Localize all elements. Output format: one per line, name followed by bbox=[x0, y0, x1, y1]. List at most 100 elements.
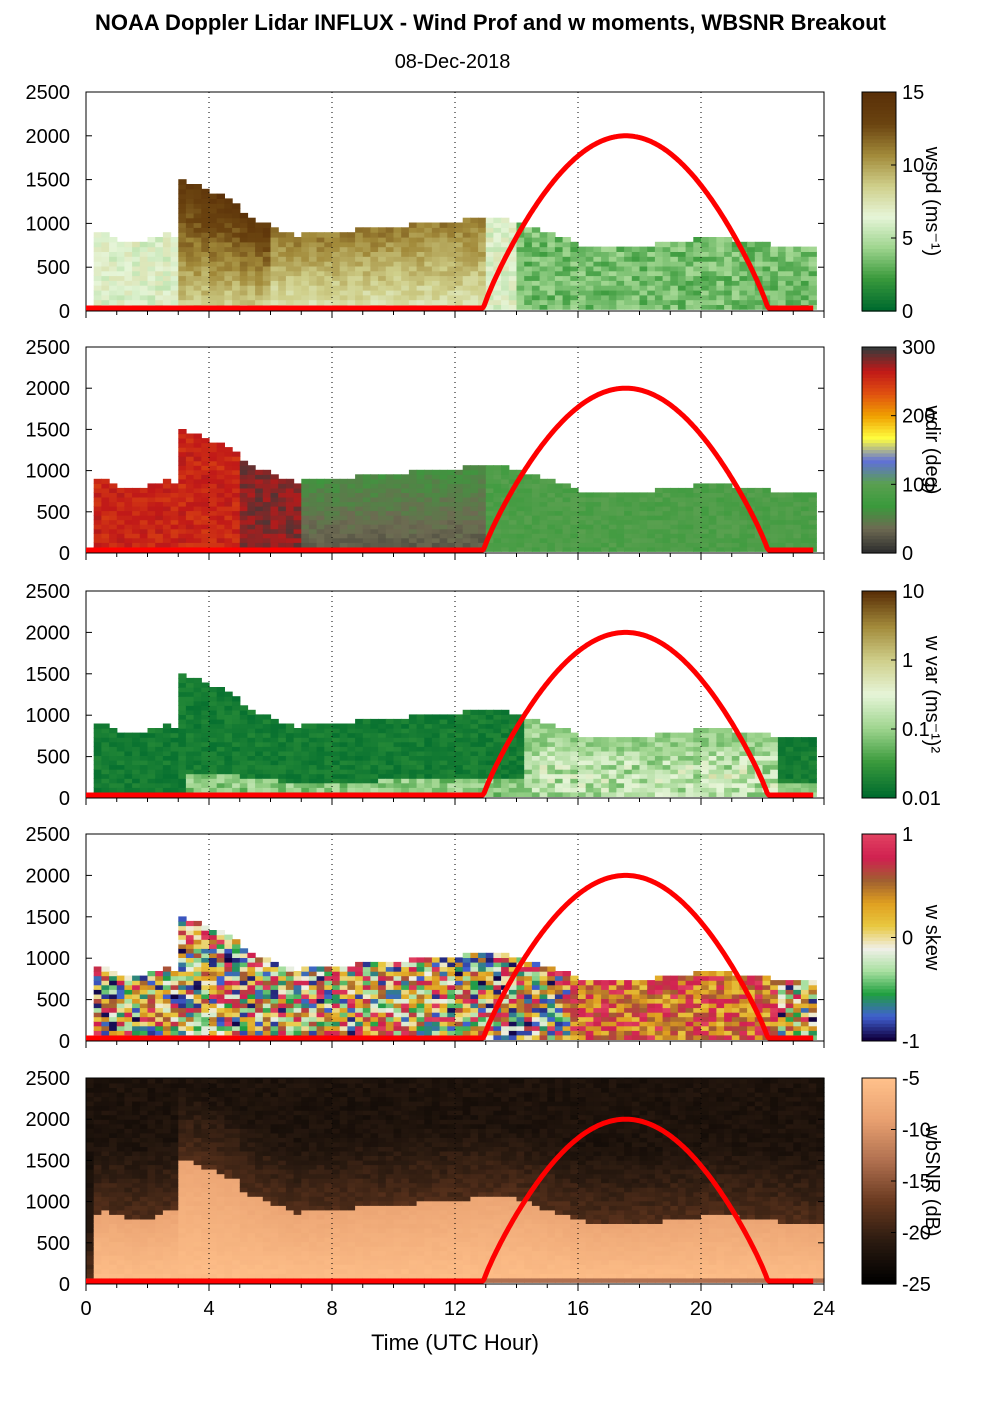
heatmap-cell bbox=[324, 510, 333, 516]
heatmap-cell bbox=[232, 208, 241, 214]
heatmap-cell bbox=[754, 265, 764, 272]
heatmap-cell bbox=[800, 285, 810, 291]
heatmap-cell bbox=[355, 492, 364, 498]
heatmap-cell bbox=[578, 515, 587, 521]
heatmap-cell bbox=[662, 270, 671, 277]
heatmap-cell bbox=[562, 769, 571, 775]
heatmap-cell bbox=[401, 270, 410, 277]
heatmap-cell bbox=[293, 750, 302, 756]
heatmap-cell bbox=[209, 746, 218, 752]
heatmap-cell bbox=[185, 256, 195, 262]
heatmap-cell bbox=[570, 506, 579, 512]
heatmap-cell bbox=[462, 275, 471, 281]
heatmap-cell bbox=[754, 506, 764, 512]
heatmap-cell bbox=[362, 241, 372, 248]
colorbar-segment bbox=[862, 518, 896, 523]
heatmap-cell bbox=[470, 746, 479, 752]
heatmap-cell bbox=[501, 285, 510, 291]
heatmap-cell bbox=[301, 294, 310, 301]
heatmap-cell bbox=[739, 487, 748, 493]
heatmap-cell bbox=[278, 528, 287, 534]
heatmap-cell bbox=[616, 524, 625, 530]
heatmap-cell bbox=[762, 750, 771, 756]
heatmap-cell bbox=[170, 280, 179, 286]
heatmap-cell bbox=[431, 737, 441, 743]
solar-curve bbox=[85, 629, 815, 798]
heatmap-cell bbox=[162, 755, 172, 761]
heatmap-cell bbox=[608, 746, 618, 752]
heatmap-cell bbox=[547, 519, 556, 525]
heatmap-cell bbox=[116, 759, 126, 766]
heatmap-cell bbox=[393, 261, 402, 267]
heatmap-cell bbox=[508, 741, 518, 747]
heatmap-cell bbox=[278, 497, 287, 503]
heatmap-cell bbox=[808, 787, 817, 793]
heatmap-cell bbox=[524, 290, 533, 296]
heatmap-cell bbox=[255, 299, 264, 305]
heatmap-cell bbox=[393, 478, 402, 484]
heatmap-cell bbox=[124, 755, 133, 761]
heatmap-cell bbox=[501, 469, 510, 475]
heatmap-cell bbox=[278, 759, 287, 766]
heatmap-cell bbox=[570, 746, 579, 752]
heatmap-cell bbox=[754, 778, 764, 784]
heatmap-cell bbox=[562, 510, 571, 516]
heatmap-cell bbox=[685, 528, 694, 534]
heatmap-cell bbox=[347, 723, 356, 729]
heatmap-cell bbox=[485, 265, 495, 272]
heatmap-cell bbox=[401, 542, 410, 548]
heatmap-cell bbox=[232, 741, 241, 747]
heatmap-cell bbox=[162, 750, 172, 756]
colorbar-segment bbox=[862, 780, 896, 785]
heatmap-cell bbox=[554, 769, 564, 775]
heatmap-cell bbox=[139, 519, 149, 525]
heatmap-cell bbox=[708, 487, 717, 493]
heatmap-cell bbox=[101, 265, 110, 272]
heatmap-cell bbox=[293, 533, 302, 539]
heatmap-cell bbox=[739, 270, 748, 277]
heatmap-cell bbox=[485, 537, 495, 543]
heatmap-cell bbox=[685, 241, 694, 248]
heatmap-cell bbox=[239, 217, 249, 224]
heatmap-cell bbox=[470, 241, 479, 248]
heatmap-cell bbox=[770, 285, 779, 291]
heatmap-cell bbox=[339, 501, 348, 507]
heatmap-cell bbox=[739, 285, 748, 291]
heatmap-cell bbox=[785, 290, 794, 296]
heatmap-cell bbox=[747, 533, 756, 539]
heatmap-cell bbox=[270, 290, 279, 296]
heatmap-cell bbox=[93, 275, 102, 281]
heatmap-cell bbox=[624, 773, 633, 779]
heatmap-cell bbox=[239, 241, 249, 248]
heatmap-cell bbox=[739, 542, 748, 548]
heatmap-cell bbox=[470, 709, 479, 715]
heatmap-cell bbox=[316, 759, 325, 766]
heatmap-cell bbox=[170, 519, 179, 525]
heatmap-cell bbox=[608, 294, 618, 301]
heatmap-cell bbox=[147, 524, 156, 530]
heatmap-cell bbox=[185, 184, 195, 190]
heatmap-cell bbox=[332, 280, 341, 286]
heatmap-cell bbox=[508, 506, 518, 512]
heatmap-cell bbox=[101, 246, 110, 252]
heatmap-cell bbox=[324, 769, 333, 775]
heatmap-cell bbox=[762, 290, 771, 296]
heatmap-cell bbox=[593, 265, 602, 272]
heatmap-cell bbox=[754, 492, 764, 498]
heatmap-cell bbox=[393, 515, 402, 521]
heatmap-cell bbox=[385, 764, 395, 770]
heatmap-cell bbox=[478, 275, 487, 281]
heatmap-cell bbox=[439, 787, 448, 793]
heatmap-cell bbox=[247, 285, 256, 291]
heatmap-cell bbox=[116, 542, 126, 548]
heatmap-cell bbox=[393, 246, 402, 252]
heatmap-cell bbox=[239, 769, 249, 775]
heatmap-cell bbox=[339, 732, 348, 738]
heatmap-cell bbox=[139, 528, 149, 534]
heatmap-cell bbox=[362, 492, 372, 498]
heatmap-cell bbox=[362, 227, 372, 233]
heatmap-cell bbox=[539, 261, 548, 267]
heatmap-cell bbox=[185, 193, 195, 199]
heatmap-cell bbox=[455, 294, 464, 301]
heatmap-cell bbox=[424, 474, 433, 480]
